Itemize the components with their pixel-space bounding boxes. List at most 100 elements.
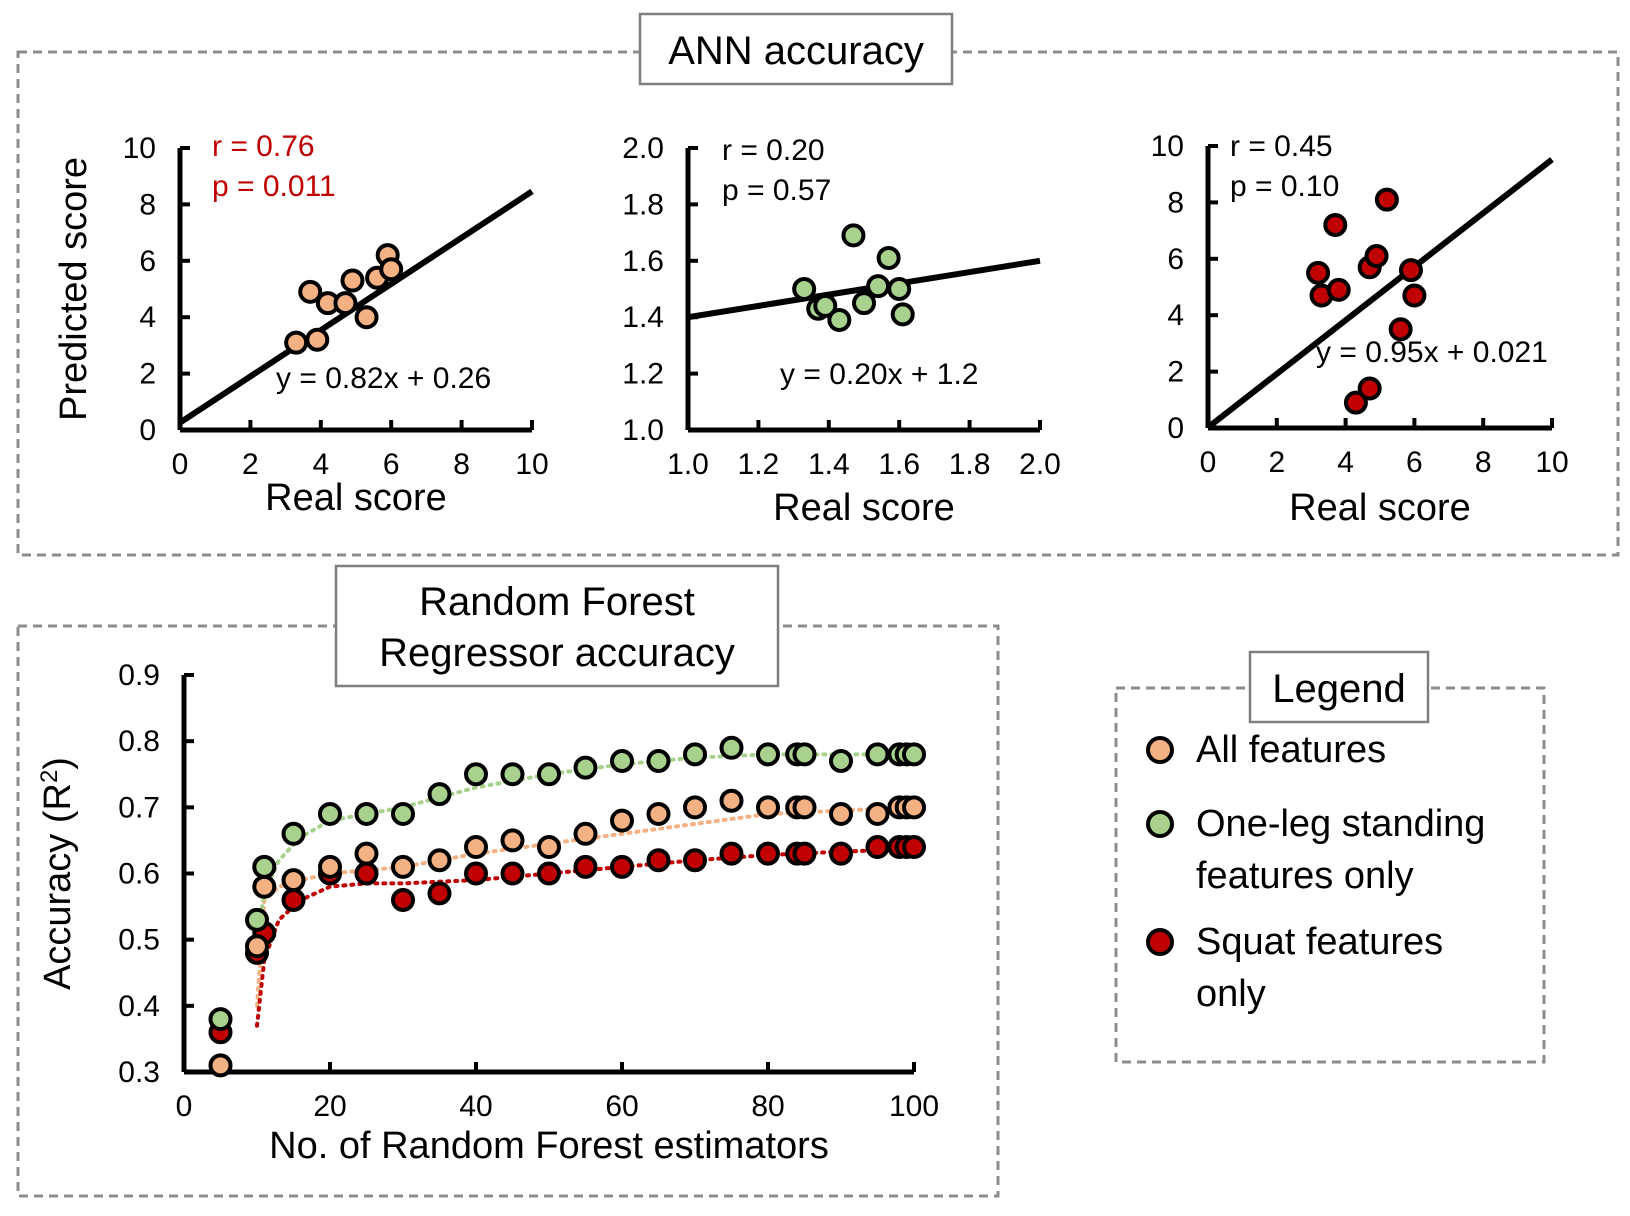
ann-title: ANN accuracy — [668, 29, 924, 73]
data-point — [890, 302, 915, 327]
rf-title-line2: Regressor accuracy — [379, 631, 735, 675]
x-tick-label: 6 — [383, 448, 400, 481]
rf-section-frame — [16, 624, 1000, 1198]
x-tick-label: 10 — [1535, 446, 1568, 479]
legend-marker — [1146, 928, 1174, 956]
ann-panel-one-leg: 1.0 1.2 1.4 1.6 1.8 2.0 1.0 1.2 1.4 1.6 1.8 2.0 Real… — [622, 132, 1061, 529]
data-point — [284, 330, 309, 355]
data-point — [281, 868, 306, 893]
y-axis-label: Accuracy (R2) — [36, 757, 80, 990]
y-tick-label: 0.9 — [118, 659, 160, 692]
data-point — [610, 854, 634, 879]
fit-equation-label: y = 0.95x + 0.021 — [1316, 336, 1548, 369]
x-tick-label: 0 — [176, 1090, 193, 1123]
data-point — [318, 854, 342, 879]
data-point — [756, 742, 780, 767]
data-point — [829, 801, 853, 826]
x-tick-label: 8 — [1475, 446, 1492, 479]
y-tick-label: 2 — [139, 358, 156, 391]
data-point — [719, 735, 744, 760]
legend-title-box — [1248, 650, 1430, 724]
y-tick-label: 4 — [1167, 299, 1184, 332]
data-point — [719, 788, 744, 813]
x-tick-label: 4 — [312, 448, 329, 481]
y-tick-label: 10 — [123, 132, 156, 165]
ann-title-box — [638, 12, 954, 86]
x-tick-label: 8 — [453, 448, 470, 481]
x-tick-label: 0 — [172, 448, 189, 481]
p-value-label: p = 0.57 — [722, 174, 831, 207]
x-axis-label: Real score — [1289, 487, 1471, 529]
data-point — [646, 749, 671, 774]
x-tick-label: 10 — [515, 448, 548, 481]
data-point — [333, 291, 358, 316]
x-tick-label: 1.4 — [808, 448, 850, 481]
legend-label: features only — [1196, 855, 1414, 897]
data-point — [281, 887, 306, 912]
trend-line — [255, 752, 916, 942]
x-tick-label: 1.2 — [738, 448, 780, 481]
legend-label: One-leg standing — [1196, 803, 1485, 845]
data-point — [1398, 258, 1423, 283]
regression-line — [1206, 157, 1554, 430]
fit-equation-label: y = 0.20x + 1.2 — [780, 358, 978, 391]
data-point — [537, 861, 561, 886]
data-point — [792, 795, 817, 820]
y-tick-label: 2 — [1167, 356, 1184, 389]
y-tick-label: 10 — [1151, 130, 1184, 163]
data-point — [354, 305, 379, 330]
data-point — [902, 742, 926, 767]
data-point — [792, 277, 817, 301]
data-point — [1388, 317, 1413, 342]
legend-entries: All features One-leg standing features onl… — [1146, 729, 1485, 1015]
ann-panel-squat: 0 2 4 6 8 10 0 2 4 6 8 10 Real score r = 0.45 p = 0.10… — [1151, 130, 1569, 529]
legend-marker — [1146, 736, 1174, 764]
r-value-label: r = 0.45 — [1230, 130, 1333, 163]
data-point — [537, 762, 561, 787]
data-point — [865, 835, 890, 860]
data-point — [354, 861, 379, 886]
y-tick-label: 1.4 — [622, 301, 664, 334]
data-point — [500, 762, 525, 787]
x-axis-label: No. of Random Forest estimators — [269, 1125, 829, 1167]
data-point — [865, 801, 890, 826]
data-point — [354, 841, 379, 866]
data-point — [500, 861, 525, 886]
x-tick-label: 80 — [751, 1090, 784, 1123]
data-point — [379, 257, 404, 282]
data-point — [245, 907, 269, 932]
data-point — [208, 1007, 233, 1032]
y-tick-label: 0.3 — [118, 1056, 160, 1089]
y-tick-label: 6 — [139, 245, 156, 278]
data-point — [464, 861, 488, 886]
y-tick-label: 2.0 — [622, 132, 664, 165]
data-point — [646, 801, 671, 826]
r-value-label: r = 0.20 — [722, 134, 825, 167]
p-value-label: p = 0.011 — [212, 170, 336, 203]
x-tick-label: 2 — [242, 448, 259, 481]
rf-chart: 0 20 40 60 80 100 0.3 0.4 0.5 0.6 0.7 0.8 0.9 No. of … — [36, 659, 940, 1167]
data-point — [1374, 187, 1399, 212]
x-tick-label: 4 — [1337, 446, 1354, 479]
data-point — [1357, 376, 1382, 401]
x-axis-label: Real score — [265, 477, 447, 519]
x-tick-label: 20 — [313, 1090, 346, 1123]
y-tick-label: 0.4 — [118, 990, 160, 1023]
x-tick-label: 1.6 — [878, 448, 920, 481]
data-point — [281, 821, 306, 846]
x-tick-label: 1.8 — [949, 448, 991, 481]
y-tick-label: 0.7 — [118, 791, 160, 824]
data-point — [792, 841, 817, 866]
x-tick-label: 2 — [1268, 446, 1285, 479]
data-point — [573, 854, 598, 879]
y-tick-label: 1.2 — [622, 358, 664, 391]
data-point — [1364, 243, 1389, 268]
data-point — [500, 828, 525, 853]
data-point — [683, 795, 707, 820]
data-point — [683, 742, 707, 767]
data-point — [756, 795, 780, 820]
data-point — [865, 742, 890, 767]
x-tick-label: 6 — [1406, 446, 1423, 479]
data-point — [1323, 212, 1348, 237]
y-tick-label: 8 — [1167, 186, 1184, 219]
